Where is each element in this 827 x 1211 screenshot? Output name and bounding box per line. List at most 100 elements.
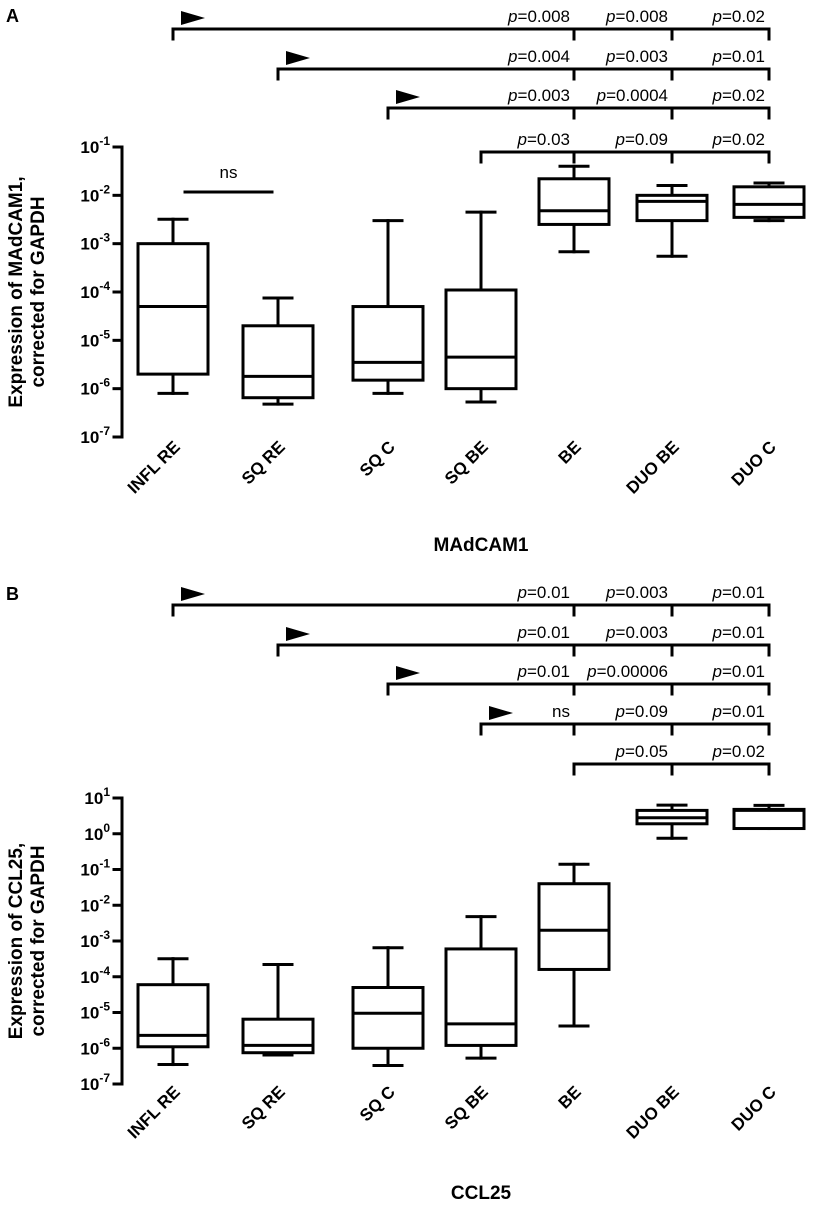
p-value-label: ns: [552, 702, 570, 721]
p-symbol: p: [605, 7, 615, 26]
y-tick-exponent: -3: [99, 231, 110, 245]
p-symbol: p: [517, 662, 527, 681]
iqr-box: [136, 242, 210, 376]
box-plot-sq-c: [351, 219, 425, 395]
p-value-text: =0.02: [722, 86, 765, 105]
p-value-text: =0.008: [616, 7, 668, 26]
y-tick-exponent: -5: [99, 327, 110, 341]
box-plot-infl-re: [136, 217, 210, 395]
p-value-label: p=0.008: [507, 7, 570, 26]
y-tick-exponent: 0: [103, 821, 110, 835]
y-tick-label: 10-5: [80, 1000, 110, 1023]
comparison-bracket: p=0.008 p=0.008 p=0.02: [171, 7, 771, 41]
p-value-text: =0.01: [527, 623, 570, 642]
y-axis-label: Expression of MAdCAM1,corrected for GAPD…: [6, 176, 49, 407]
y-tick-label: 10-6: [80, 376, 110, 399]
box-plot-duo-c: [732, 803, 806, 831]
x-category-label: SQ C: [356, 437, 399, 480]
p-symbol: p: [507, 86, 517, 105]
p-value-text: =0.0004: [606, 86, 668, 105]
y-tick-exponent: -6: [99, 1035, 110, 1049]
p-value-label: p=0.09: [615, 130, 668, 149]
p-value-text: =0.008: [518, 7, 570, 26]
p-value-label: p=0.01: [517, 623, 570, 642]
p-symbol: p: [586, 662, 596, 681]
y-tick-label: 100: [84, 821, 110, 844]
p-value-label: p=0.004: [507, 47, 570, 66]
p-value-text: =0.003: [616, 47, 668, 66]
x-category-label: SQ RE: [238, 1082, 289, 1133]
p-value-text: =0.02: [722, 130, 765, 149]
y-tick-base: 10: [80, 186, 99, 205]
iqr-box: [241, 1017, 315, 1055]
y-tick-exponent: -2: [99, 892, 110, 906]
y-tick-base: 10: [80, 428, 99, 447]
box-plot-duo-c: [732, 181, 806, 223]
p-value-text: =0.02: [722, 7, 765, 26]
x-category-label: SQ C: [356, 1082, 399, 1125]
p-value-text: =0.09: [625, 130, 668, 149]
p-value-text: ns: [552, 702, 570, 721]
p-symbol: p: [517, 623, 527, 642]
p-value-label: p=0.003: [605, 47, 668, 66]
comparison-bracket: p=0.004 p=0.003 p=0.01: [276, 47, 771, 81]
panel-letter: B: [6, 584, 19, 604]
p-value-text: =0.01: [722, 47, 765, 66]
arrowhead-marker: [489, 706, 513, 720]
iqr-box: [136, 983, 210, 1049]
arrowhead-marker: [181, 11, 205, 25]
y-tick-label: 10-1: [80, 134, 110, 157]
p-value-label: p=0.09: [615, 702, 668, 721]
arrowhead-marker: [286, 51, 310, 65]
x-category-label: SQ BE: [441, 1082, 492, 1133]
p-value-text: =0.01: [527, 662, 570, 681]
y-tick-label: 10-4: [80, 964, 110, 987]
comparison-bracket: p=0.01 p=0.003 p=0.01: [171, 583, 771, 617]
y-axis-label: Expression of CCL25,corrected for GAPDH: [6, 843, 49, 1039]
comparison-bracket: p=0.01 p=0.00006 p=0.01: [386, 662, 771, 696]
p-value-label: p=0.05: [615, 742, 668, 761]
iqr-box: [241, 324, 315, 400]
y-tick-exponent: -4: [99, 964, 110, 978]
box-plot-sq-re: [241, 296, 315, 406]
p-symbol: p: [596, 86, 606, 105]
y-tick-label: 10-3: [80, 928, 110, 951]
p-value-label: p=0.01: [712, 702, 765, 721]
p-value-label: p=0.003: [507, 86, 570, 105]
p-symbol: p: [712, 583, 722, 602]
iqr-box: [351, 986, 425, 1050]
panel-a: A Expression of MAdCAM1,corrected for GAP…: [6, 6, 806, 556]
box-plot-sq-be: [444, 210, 518, 404]
p-value-label: p=0.0004: [596, 86, 668, 105]
p-symbol: p: [517, 583, 527, 602]
y-tick-exponent: -7: [99, 424, 110, 438]
box-plot-duo-be: [635, 183, 709, 258]
x-category-label: SQ BE: [441, 437, 492, 488]
p-value-label: p=0.01: [517, 662, 570, 681]
p-symbol: p: [605, 583, 615, 602]
p-symbol: p: [712, 86, 722, 105]
p-value-text: =0.003: [518, 86, 570, 105]
p-value-text: =0.004: [518, 47, 570, 66]
p-value-label: p=0.01: [712, 623, 765, 642]
y-tick-base: 10: [80, 380, 99, 399]
comparison-bracket: p=0.01 p=0.003 p=0.01: [276, 623, 771, 657]
p-value-text: =0.01: [722, 702, 765, 721]
y-tick-base: 10: [80, 861, 99, 880]
p-value-label: p=0.003: [605, 623, 668, 642]
panel-letter: A: [6, 6, 19, 26]
box-plot-be: [537, 862, 611, 1028]
y-tick-base: 10: [80, 896, 99, 915]
box-plot-infl-re: [136, 957, 210, 1067]
ns-label: ns: [220, 163, 238, 182]
panel-b: B Expression of CCL25,corrected for GAPDH…: [6, 583, 806, 1204]
x-category-label: DUO BE: [623, 1082, 683, 1142]
p-value-label: p=0.008: [605, 7, 668, 26]
x-category-label: INFL RE: [124, 437, 184, 497]
p-symbol: p: [712, 47, 722, 66]
p-value-text: =0.03: [527, 130, 570, 149]
y-tick-base: 10: [80, 283, 99, 302]
p-value-label: p=0.02: [712, 130, 765, 149]
p-value-text: =0.00006: [597, 662, 668, 681]
p-symbol: p: [615, 702, 625, 721]
